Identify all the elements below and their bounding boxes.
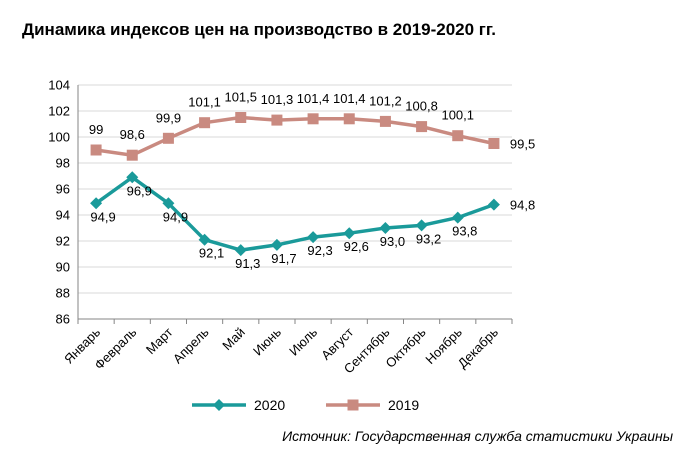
data-label-2020: 91,3 bbox=[235, 256, 260, 271]
x-tick-label: Май bbox=[219, 325, 248, 354]
marker-2020 bbox=[234, 244, 247, 257]
data-label-2020: 91,7 bbox=[271, 251, 296, 266]
marker-2020 bbox=[415, 219, 428, 232]
y-tick-label: 86 bbox=[56, 312, 70, 327]
data-label-2019: 98,6 bbox=[120, 127, 145, 142]
legend-label-2019: 2019 bbox=[388, 397, 419, 413]
legend-label-2020: 2020 bbox=[254, 397, 285, 413]
marker-2019 bbox=[343, 113, 355, 125]
series-layer bbox=[90, 112, 500, 257]
x-tick-label: Октябрь bbox=[382, 324, 428, 370]
y-axis: 86 88 90 92 94 96 98 100 102 104 bbox=[48, 78, 79, 327]
data-label-2020: 92,1 bbox=[199, 246, 224, 261]
data-label-2019: 99,5 bbox=[510, 137, 535, 152]
data-label-2019: 99,9 bbox=[156, 110, 181, 125]
marker-2020 bbox=[126, 171, 139, 184]
y-tick-label: 90 bbox=[56, 260, 70, 275]
data-label-2020: 96,9 bbox=[127, 183, 152, 198]
y-tick-label: 96 bbox=[56, 182, 70, 197]
marker-2020 bbox=[270, 238, 283, 251]
marker-2019 bbox=[162, 132, 174, 144]
data-label-2020: 94,9 bbox=[90, 209, 115, 224]
marker-2019 bbox=[90, 144, 102, 156]
marker-2019 bbox=[271, 114, 283, 126]
legend: 2020 2019 bbox=[192, 397, 419, 413]
x-tick-label: Декабрь bbox=[455, 324, 502, 371]
marker-2019 bbox=[452, 130, 464, 142]
series-line-2019 bbox=[95, 115, 495, 157]
x-tick-label: Июль bbox=[286, 324, 320, 358]
data-label-2019: 100,1 bbox=[441, 108, 474, 123]
legend-marker-2020 bbox=[213, 399, 225, 411]
data-label-2019: 101,1 bbox=[188, 95, 221, 110]
marker-2020 bbox=[343, 227, 356, 240]
data-label-2019: 101,5 bbox=[224, 90, 257, 105]
x-tick-label: Апрель bbox=[170, 324, 212, 366]
marker-2019 bbox=[416, 121, 428, 133]
data-label-2020: 93,8 bbox=[452, 224, 477, 239]
data-label-2020: 92,6 bbox=[344, 239, 369, 254]
data-label-2019: 99 bbox=[89, 122, 103, 137]
series-line-2020 bbox=[95, 175, 495, 252]
marker-2020 bbox=[90, 197, 103, 210]
y-tick-label: 102 bbox=[48, 104, 70, 119]
y-tick-label: 100 bbox=[48, 130, 70, 145]
data-label-2020: 93,2 bbox=[416, 231, 441, 246]
marker-2020 bbox=[451, 211, 464, 224]
marker-2020 bbox=[162, 197, 175, 210]
y-tick-label: 104 bbox=[48, 78, 70, 93]
marker-2019 bbox=[307, 113, 319, 125]
x-tick-label: Март bbox=[143, 324, 176, 357]
marker-2020 bbox=[198, 233, 211, 246]
marker-2020 bbox=[487, 198, 500, 211]
data-label-2019: 101,4 bbox=[333, 91, 366, 106]
marker-2019 bbox=[379, 115, 391, 127]
data-label-2020: 94,9 bbox=[163, 209, 188, 224]
data-label-2019: 101,4 bbox=[297, 91, 330, 106]
legend-marker-2019 bbox=[347, 399, 359, 411]
chart-title: Динамика индексов цен на производство в … bbox=[22, 20, 496, 39]
y-tick-label: 88 bbox=[56, 286, 70, 301]
x-tick-label: Июнь bbox=[250, 324, 284, 358]
marker-2019 bbox=[199, 117, 211, 129]
data-label-2020: 93,0 bbox=[380, 234, 405, 249]
data-label-2019: 101,3 bbox=[261, 92, 294, 107]
source-note: Источник: Государственная служба статист… bbox=[282, 428, 673, 444]
marker-2019 bbox=[488, 138, 500, 149]
y-tick-label: 98 bbox=[56, 156, 70, 171]
marker-2020 bbox=[379, 222, 392, 234]
data-label-2020: 92,3 bbox=[307, 243, 332, 258]
marker-2020 bbox=[307, 231, 320, 244]
data-label-2020: 94,8 bbox=[510, 198, 535, 213]
y-tick-label: 92 bbox=[56, 234, 70, 249]
marker-2019 bbox=[126, 149, 138, 161]
data-label-2019: 101,2 bbox=[369, 93, 402, 108]
y-tick-label: 94 bbox=[56, 208, 70, 223]
marker-2019 bbox=[235, 112, 247, 123]
data-label-2019: 100,8 bbox=[405, 99, 438, 114]
